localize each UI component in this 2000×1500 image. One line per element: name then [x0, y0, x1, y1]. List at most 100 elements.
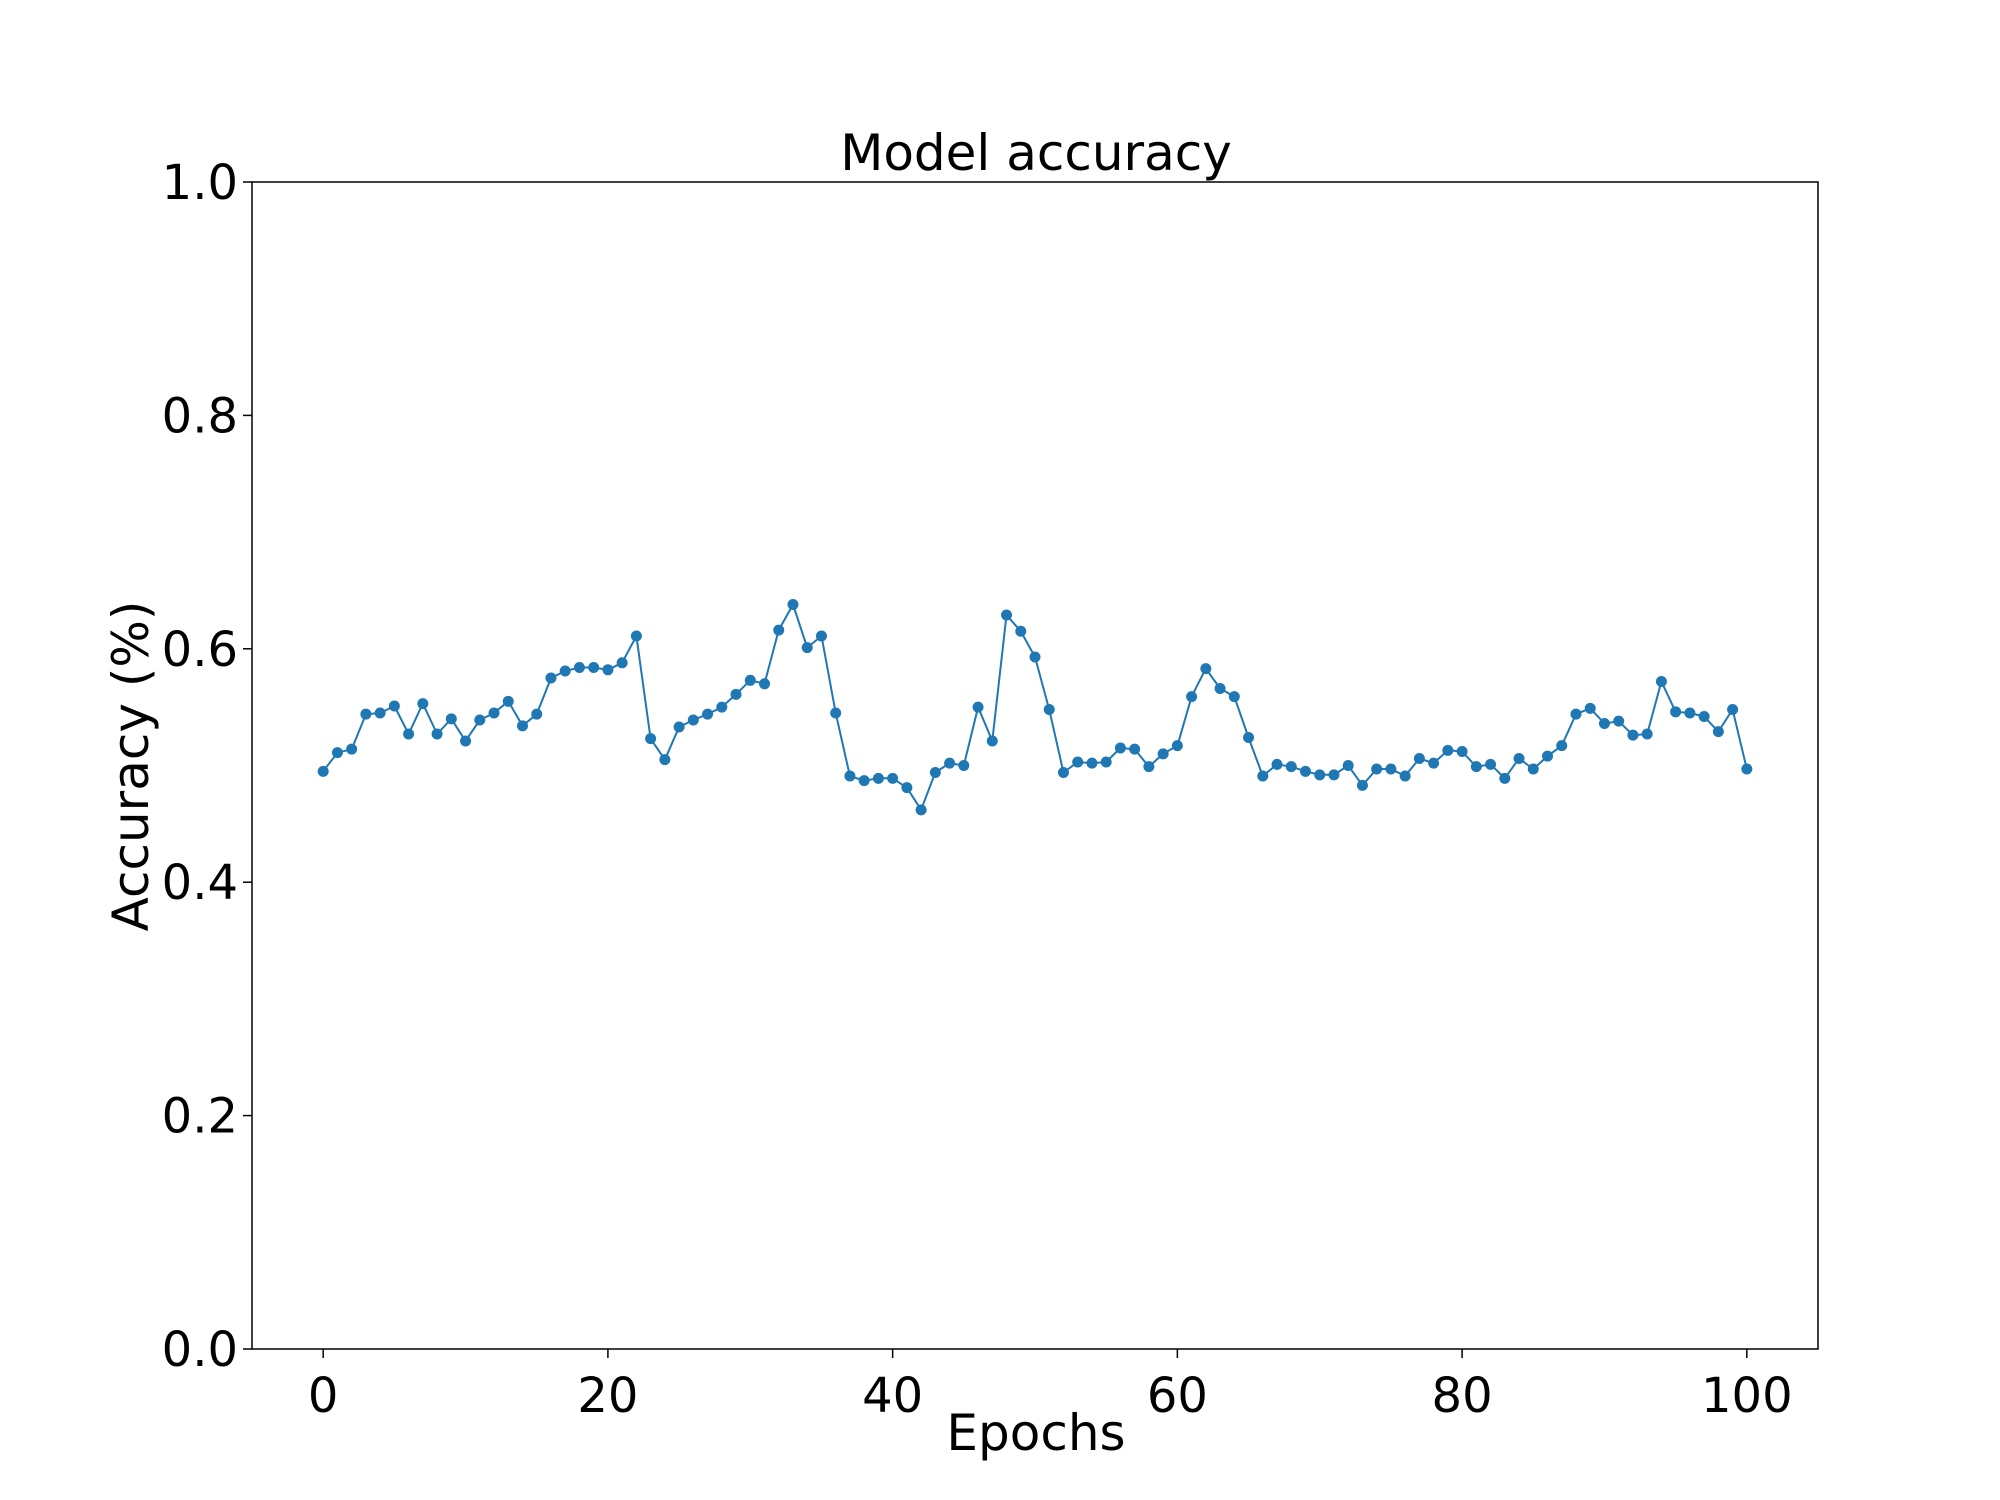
accuracy-data-point [844, 770, 856, 782]
accuracy-data-point [1513, 752, 1525, 764]
accuracy-data-point [1670, 706, 1682, 718]
accuracy-data-point [1228, 691, 1240, 703]
accuracy-data-point [474, 714, 486, 726]
accuracy-data-point [460, 735, 472, 747]
accuracy-data-point [1271, 758, 1283, 770]
chart-title: Model accuracy [840, 124, 1232, 182]
accuracy-data-point [1043, 703, 1055, 715]
accuracy-data-point [1698, 710, 1710, 722]
accuracy-data-point [431, 728, 443, 740]
accuracy-data-point [1556, 740, 1568, 752]
y-tick-label: 0.8 [162, 388, 238, 444]
accuracy-data-point [1328, 769, 1340, 781]
x-tick-label: 100 [1701, 1368, 1793, 1424]
accuracy-data-point [388, 700, 400, 712]
accuracy-data-point [1171, 740, 1183, 752]
accuracy-data-point [1712, 726, 1724, 738]
accuracy-data-point [1157, 748, 1169, 760]
accuracy-data-point [815, 630, 827, 642]
accuracy-data-point [417, 698, 429, 710]
y-axis-ticks: 0.0 0.2 0.4 0.6 0.8 1.0 [162, 155, 252, 1378]
accuracy-data-point [1257, 770, 1269, 782]
accuracy-data-point [403, 728, 415, 740]
accuracy-data-point [1086, 757, 1098, 769]
accuracy-data-point [1299, 765, 1311, 777]
accuracy-data-point [602, 664, 614, 676]
accuracy-data-point [872, 772, 884, 784]
accuracy-data-point [773, 624, 785, 636]
y-tick-label: 0.0 [162, 1322, 238, 1378]
accuracy-data-point [1399, 770, 1411, 782]
accuracy-data-point [531, 708, 543, 720]
x-tick-label: 0 [308, 1368, 339, 1424]
accuracy-data-point [972, 701, 984, 713]
accuracy-data-point [1456, 745, 1468, 757]
accuracy-data-point [1114, 742, 1126, 754]
accuracy-data-point [1314, 769, 1326, 781]
x-tick-label: 20 [577, 1368, 638, 1424]
accuracy-data-point [1641, 728, 1653, 740]
accuracy-data-point [915, 804, 927, 816]
accuracy-data-point [1570, 708, 1582, 720]
accuracy-data-point [787, 598, 799, 610]
accuracy-data-point [1499, 772, 1511, 784]
accuracy-data-point [673, 721, 685, 733]
accuracy-data-point [702, 708, 714, 720]
accuracy-data-point [659, 754, 671, 766]
accuracy-data-point [545, 672, 557, 684]
accuracy-data-point [331, 747, 343, 759]
accuracy-data-point [887, 772, 899, 784]
accuracy-data-point [716, 701, 728, 713]
accuracy-data-point [516, 720, 528, 732]
x-axis-ticks: 0 20 40 60 80 100 [308, 1349, 1793, 1424]
accuracy-data-point [1598, 717, 1610, 729]
accuracy-data-point [317, 765, 329, 777]
accuracy-data-point [645, 733, 657, 745]
accuracy-data-point [1413, 752, 1425, 764]
accuracy-data-point [1655, 675, 1667, 687]
accuracy-data-point [1727, 703, 1739, 715]
accuracy-data-point [1470, 761, 1482, 773]
accuracy-data-point [858, 775, 870, 787]
accuracy-data-point [1741, 763, 1753, 775]
accuracy-data-point [630, 630, 642, 642]
accuracy-data-point [588, 661, 600, 673]
accuracy-data-point [901, 782, 913, 794]
accuracy-data-point [374, 707, 386, 719]
accuracy-data-point [559, 665, 571, 677]
accuracy-data-point [929, 767, 941, 779]
accuracy-data-point [1072, 756, 1084, 768]
accuracy-data-point [1442, 744, 1454, 756]
accuracy-data-point [759, 678, 771, 690]
accuracy-data-point [1356, 779, 1368, 791]
accuracy-data-point [1385, 763, 1397, 775]
accuracy-data-point [346, 743, 358, 755]
accuracy-data-point [573, 661, 585, 673]
accuracy-data-point [1627, 729, 1639, 741]
accuracy-data-point [1584, 702, 1596, 714]
accuracy-data-point [502, 695, 514, 707]
accuracy-data-point [1613, 715, 1625, 727]
accuracy-data-point [488, 707, 500, 719]
accuracy-data-point [1001, 609, 1013, 621]
plot-area [317, 598, 1753, 816]
x-tick-label: 40 [862, 1368, 923, 1424]
accuracy-data-point [1243, 731, 1255, 743]
accuracy-data-point [1129, 743, 1141, 755]
accuracy-data-point [1015, 625, 1027, 637]
y-axis-label: Accuracy (%) [102, 601, 160, 932]
x-tick-label: 80 [1432, 1368, 1493, 1424]
y-tick-label: 0.6 [162, 622, 238, 678]
accuracy-data-point [1428, 757, 1440, 769]
accuracy-data-point [1200, 663, 1212, 675]
accuracy-data-point [1057, 767, 1069, 779]
accuracy-data-point [1371, 763, 1383, 775]
accuracy-data-point [944, 757, 956, 769]
accuracy-data-point [616, 657, 628, 669]
x-tick-label: 60 [1147, 1368, 1208, 1424]
y-tick-label: 0.4 [162, 855, 238, 911]
accuracy-data-point [687, 714, 699, 726]
y-tick-label: 0.2 [162, 1089, 238, 1145]
